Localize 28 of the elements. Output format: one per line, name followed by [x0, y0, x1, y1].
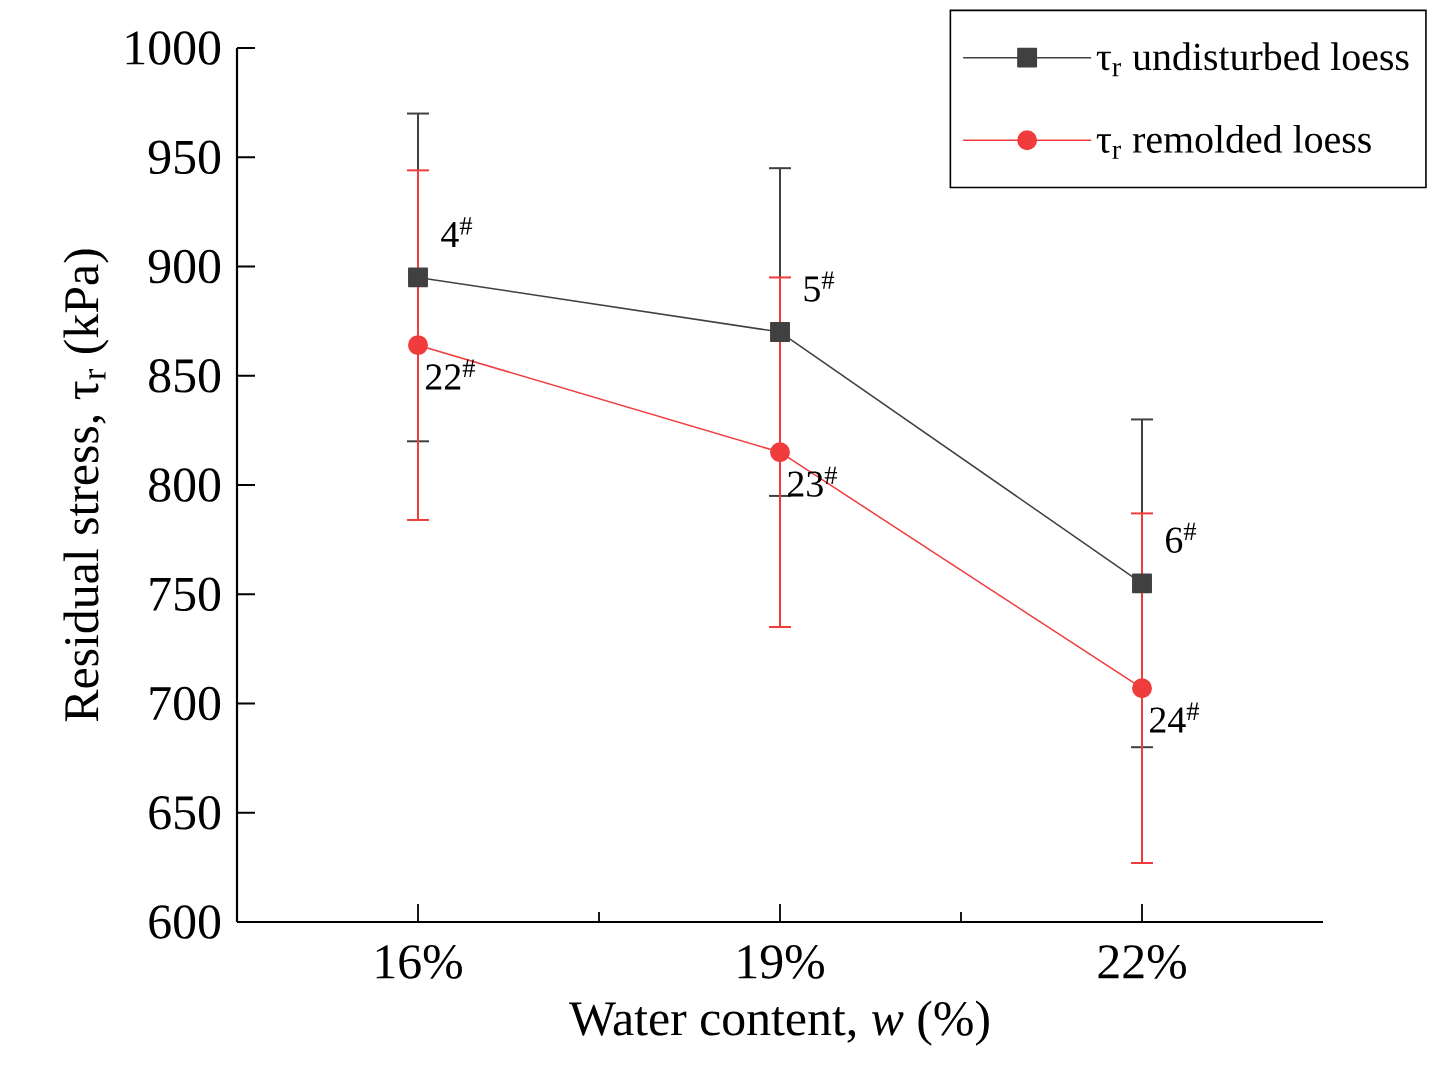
y-tick-label: 900	[148, 249, 221, 284]
point	[1132, 573, 1152, 594]
annotation: 23$^{#}$	[788, 466, 838, 497]
annotation: 6$^{#}$	[1166, 522, 1197, 553]
y-tick-label: 700	[150, 686, 221, 721]
legend-label: τ$_{r}$ undisturbed loess	[1096, 42, 1409, 77]
x-tick-label: 16%	[376, 945, 462, 979]
y-tick-label: 800	[149, 468, 221, 502]
x-tick-label: 22%	[1098, 945, 1186, 979]
y-tick-label: 650	[149, 795, 221, 830]
x-tick-label: 19%	[738, 945, 824, 979]
y-tick-label: 850	[149, 358, 221, 393]
y-tick-label: 950	[148, 140, 221, 175]
annotation: 5$^{#}$	[804, 271, 835, 302]
annotation: 22$^{#}$	[426, 359, 476, 390]
annotation: 24$^{#}$	[1150, 702, 1200, 733]
annotation: 4$^{#}$	[441, 217, 473, 248]
point	[1132, 678, 1152, 699]
point	[770, 442, 790, 463]
y-axis-title: Residual stress, τ$_{r}$ (kPa)	[63, 249, 109, 722]
y-tick-label: 1000	[126, 31, 221, 65]
y-tick-label: 600	[149, 905, 221, 939]
point	[408, 267, 428, 288]
point	[408, 335, 428, 356]
point	[770, 322, 790, 342]
legend-label: τ$_{r}$ remolded loess	[1096, 124, 1371, 159]
y-tick-label: 750	[150, 577, 221, 612]
x-axis-title: Water content, w (%)	[569, 1000, 989, 1046]
